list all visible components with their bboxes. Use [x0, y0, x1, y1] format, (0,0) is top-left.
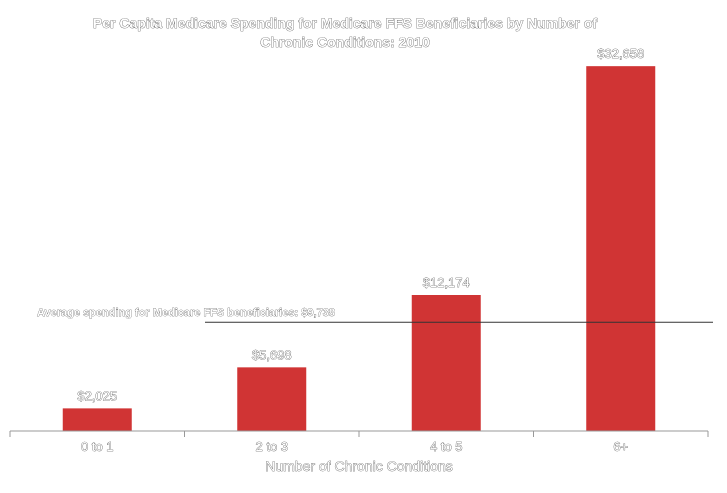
- data-label: $12,174: [423, 275, 470, 290]
- x-tick-label: 2 to 3: [255, 439, 288, 454]
- x-axis-title: Number of Chronic Conditions: [265, 458, 453, 474]
- bar-0-to-1: [62, 408, 132, 431]
- x-tick-label: 4 to 5: [430, 439, 463, 454]
- data-label: $32,658: [597, 46, 644, 61]
- x-axis-ticks: [9, 431, 709, 437]
- data-label: $5,698: [252, 347, 292, 362]
- average-reference-label: Average spending for Medicare FFS benefi…: [37, 307, 335, 319]
- data-label: $2,025: [77, 388, 117, 403]
- x-tick-label: 6+: [613, 439, 628, 454]
- bar-6-: [586, 66, 656, 431]
- x-axis-tick-labels: 0 to 1 2 to 3 4 to 5 6+: [81, 439, 629, 455]
- bars-group: [62, 66, 656, 431]
- bar-2-to-3: [237, 367, 307, 431]
- x-tick-label: 0 to 1: [81, 439, 114, 454]
- chart-title-line-2: Chronic Conditions: 2010: [260, 34, 430, 50]
- chart-title-line-1: Per Capita Medicare Spending for Medicar…: [93, 15, 597, 31]
- bar-4-to-5: [411, 294, 481, 431]
- data-labels-group: $2,025 $5,698 $12,174 $32,658: [77, 46, 644, 404]
